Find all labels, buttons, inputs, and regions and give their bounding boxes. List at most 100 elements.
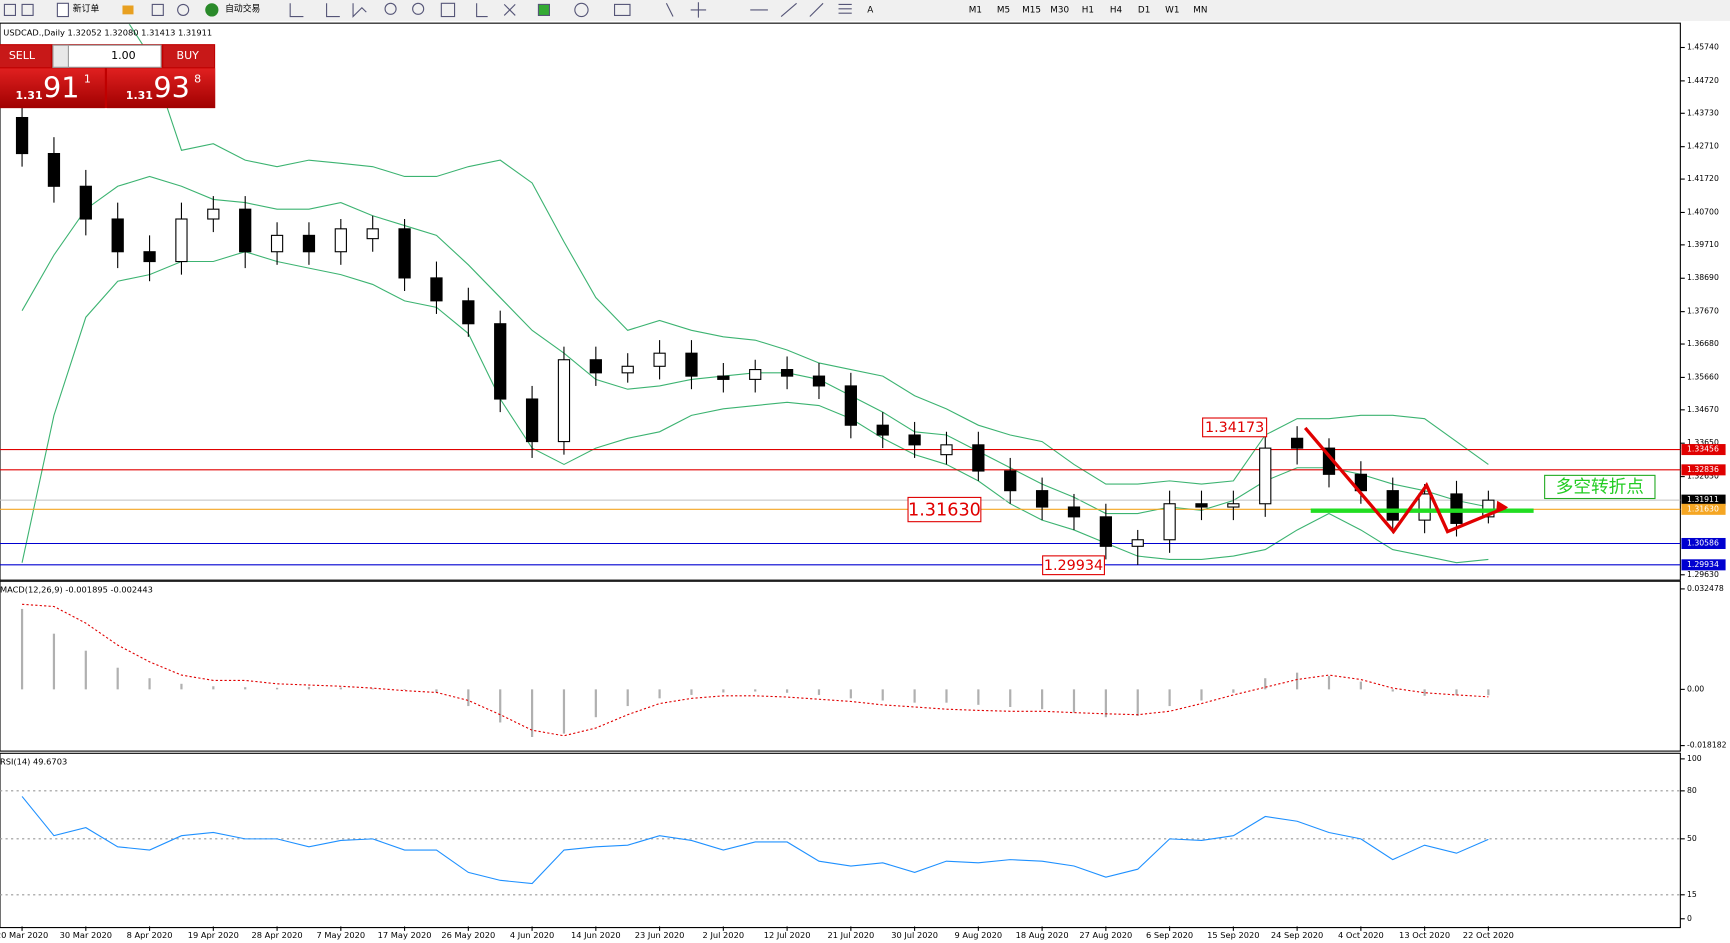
level-label-bg — [1681, 494, 1726, 506]
y-tick-label: 1.33650 — [1687, 438, 1719, 447]
candle-body — [780, 369, 794, 377]
annotation: 1.31630 — [908, 501, 981, 521]
macd-bar — [1455, 689, 1458, 695]
level-label-bg — [1681, 503, 1726, 515]
candle-body — [1227, 503, 1240, 508]
macd-bar — [307, 686, 311, 690]
buy-label: BUY — [177, 49, 200, 62]
sell-price-sup: 1 — [84, 72, 91, 85]
candle-body — [430, 277, 443, 302]
y-tick-label: 1.36680 — [1687, 339, 1719, 348]
lot-down[interactable] — [52, 44, 69, 68]
candle-body — [621, 365, 634, 374]
toolbar — [0, 0, 1730, 21]
chart-area — [0, 20, 1730, 943]
y-tick-label: 80 — [1687, 786, 1697, 795]
timeframe-button[interactable]: M5 — [997, 5, 1010, 15]
timeframe-button[interactable]: W1 — [1165, 5, 1179, 15]
level-label-bg — [1681, 537, 1726, 550]
y-tick-label: 100 — [1687, 754, 1702, 763]
macd-bar — [371, 688, 374, 690]
candle-body — [1195, 503, 1208, 508]
timeframe-button[interactable]: MN — [1193, 5, 1207, 15]
level-label: 1.29934 — [1687, 560, 1719, 569]
text-tool[interactable]: A — [867, 5, 873, 15]
macd-bar — [1136, 689, 1139, 716]
sell-button[interactable] — [0, 45, 51, 68]
candle-body — [207, 208, 220, 220]
annotation: 1.34173 — [1205, 420, 1264, 436]
candle-body — [47, 152, 61, 187]
timeframe-button[interactable]: M1 — [969, 5, 982, 15]
annotation-box — [1202, 417, 1268, 438]
auto-trade-button[interactable]: 自动交易 — [225, 2, 260, 14]
candle-body — [398, 228, 411, 279]
buy-price-sup: 8 — [194, 72, 201, 85]
macd-bar — [1041, 689, 1044, 710]
zigzag-line — [1303, 426, 1507, 535]
x-tick-label: 9 Aug 2020 — [954, 930, 1002, 940]
candle-body — [1163, 503, 1176, 541]
y-tick-label: 1.45740 — [1687, 43, 1719, 52]
x-tick-label: 20 Mar 2020 — [0, 930, 48, 940]
level-label: 1.31630 — [1687, 504, 1719, 513]
annotation-box — [1042, 555, 1105, 576]
macd-bar — [148, 678, 151, 690]
candle-body — [653, 352, 666, 367]
macd-bar — [212, 686, 215, 690]
buy-price-box[interactable] — [107, 68, 216, 109]
new-order-button[interactable]: 新订单 — [73, 2, 100, 14]
candle-body — [334, 228, 347, 253]
timeframe-button[interactable]: H4 — [1110, 5, 1123, 15]
macd-bar — [20, 608, 24, 690]
timeframe-button[interactable]: M15 — [1022, 5, 1041, 15]
x-tick-label: 19 Apr 2020 — [188, 930, 239, 940]
level-label: 1.30586 — [1687, 538, 1719, 547]
sell-price-box[interactable] — [0, 68, 105, 109]
candle-body — [1418, 493, 1431, 521]
indicator-title: MACD(12,26,9) -0.001895 -0.002443 — [0, 585, 153, 595]
macd-bar — [530, 689, 534, 737]
macd-bar — [244, 687, 247, 690]
timeframe-button[interactable]: D1 — [1138, 5, 1150, 15]
macd-bar — [594, 689, 597, 718]
sell-price-main: 91 — [43, 70, 79, 104]
candle-body — [1067, 506, 1081, 518]
macd-bar — [881, 689, 884, 701]
macd-bar — [1200, 689, 1203, 701]
timeframe-button[interactable]: M30 — [1050, 5, 1069, 15]
candle-body — [79, 185, 92, 220]
annotation-box — [1544, 474, 1656, 500]
y-tick-label: 50 — [1687, 834, 1697, 843]
x-tick-label: 28 Apr 2020 — [252, 930, 303, 940]
macd-bar — [1072, 689, 1076, 713]
macd-bar — [913, 689, 916, 703]
sell-price-prefix: 1.31 — [15, 89, 42, 102]
timeframe-bar: M1 M5 M15 M30 H1 H4 D1 W1 MN — [969, 5, 1208, 15]
macd-bar — [84, 650, 87, 690]
x-tick-label: 14 Jun 2020 — [571, 930, 621, 940]
buy-button[interactable] — [163, 45, 215, 68]
macd-bar — [785, 689, 789, 693]
y-tick-label: -0.018182 — [1687, 741, 1727, 750]
buy-price-main: 93 — [153, 70, 189, 104]
candle-body — [1035, 490, 1049, 508]
level-label-bg — [1681, 559, 1726, 571]
level-label: 1.33456 — [1687, 445, 1719, 454]
candle-body — [1004, 470, 1017, 492]
lot-input[interactable] — [52, 44, 162, 68]
trade-panel: SELL 1.00 BUY 1.31 91 1 1.31 93 8 — [0, 44, 216, 109]
macd-bar — [116, 667, 119, 690]
x-tick-label: 27 Aug 2020 — [1079, 930, 1132, 940]
macd-bar — [1104, 689, 1107, 718]
macd-bar — [690, 689, 693, 695]
candle-body — [717, 375, 730, 380]
timeframe-button[interactable]: H1 — [1082, 5, 1094, 15]
macd-bar — [435, 689, 438, 693]
candle-body — [494, 323, 507, 400]
sell-label: SELL — [9, 49, 36, 62]
y-tick-label: 1.44720 — [1687, 76, 1719, 85]
toolbar-icons — [3, 2, 852, 18]
macd-bar — [1168, 689, 1171, 707]
